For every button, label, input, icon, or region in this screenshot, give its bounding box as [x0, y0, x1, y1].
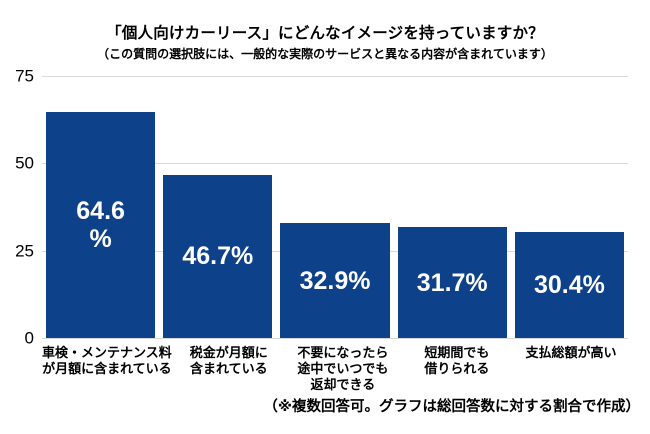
bar: 31.7%	[397, 227, 507, 338]
bar-slot: 46.7%	[159, 76, 276, 338]
bar-value-label: 32.9%	[299, 266, 371, 295]
gridline	[42, 338, 628, 339]
chart-title: 「個人向けカーリース」にどんなイメージを持っていますか？	[106, 25, 544, 42]
chart-footnote: （※複数回答可。グラフは総回答数に対する割合で作成）	[263, 399, 640, 415]
bars-group: 64.6% 46.7% 32.9% 31.7% 30.4%	[42, 76, 628, 338]
bar-slot: 30.4%	[511, 76, 628, 338]
bar-value-label: 30.4%	[533, 270, 605, 299]
x-axis-category-label: 税金が月額に 含まれている	[189, 345, 268, 376]
y-axis-tick-label: 0	[24, 328, 34, 348]
bar: 30.4%	[514, 231, 625, 338]
bar: 64.6%	[46, 112, 156, 338]
y-axis: 75 50 25 0	[0, 68, 34, 347]
y-axis-tick-label: 75	[15, 66, 34, 86]
x-axis-category-label: 支払総額が高い	[525, 345, 617, 360]
bar-value-label: 64.6%	[76, 197, 125, 254]
bar-slot: 31.7%	[394, 76, 511, 338]
y-axis-tick-label: 50	[15, 153, 34, 173]
x-axis-category-label: 短期間でも 借りられる	[424, 345, 490, 376]
x-axis: 車検・メンテナンス料 が月額に含まれている 税金が月額に 含まれている 不要になったら途…	[42, 345, 628, 393]
plot-area: 64.6% 46.7% 32.9% 31.7% 30.4%	[42, 76, 628, 339]
gridline	[42, 76, 628, 77]
gridline	[42, 163, 628, 165]
bar-value-label: 31.7%	[416, 268, 488, 297]
bar-slot: 32.9%	[276, 76, 393, 338]
y-axis-tick-label: 25	[15, 241, 34, 261]
chart-subtitle: （この質問の選択肢には、一般的な実際のサービスと異なる内容が含まれています）	[97, 47, 553, 61]
bar: 46.7%	[163, 174, 273, 338]
x-axis-category-label: 車検・メンテナンス料 が月額に含まれている	[42, 345, 172, 376]
bar: 32.9%	[280, 223, 390, 338]
x-axis-category-label: 不要になったら 途中でいつでも 返却できる	[297, 345, 389, 392]
bar-value-label: 46.7%	[182, 242, 254, 271]
bar-slot: 64.6%	[42, 76, 159, 338]
